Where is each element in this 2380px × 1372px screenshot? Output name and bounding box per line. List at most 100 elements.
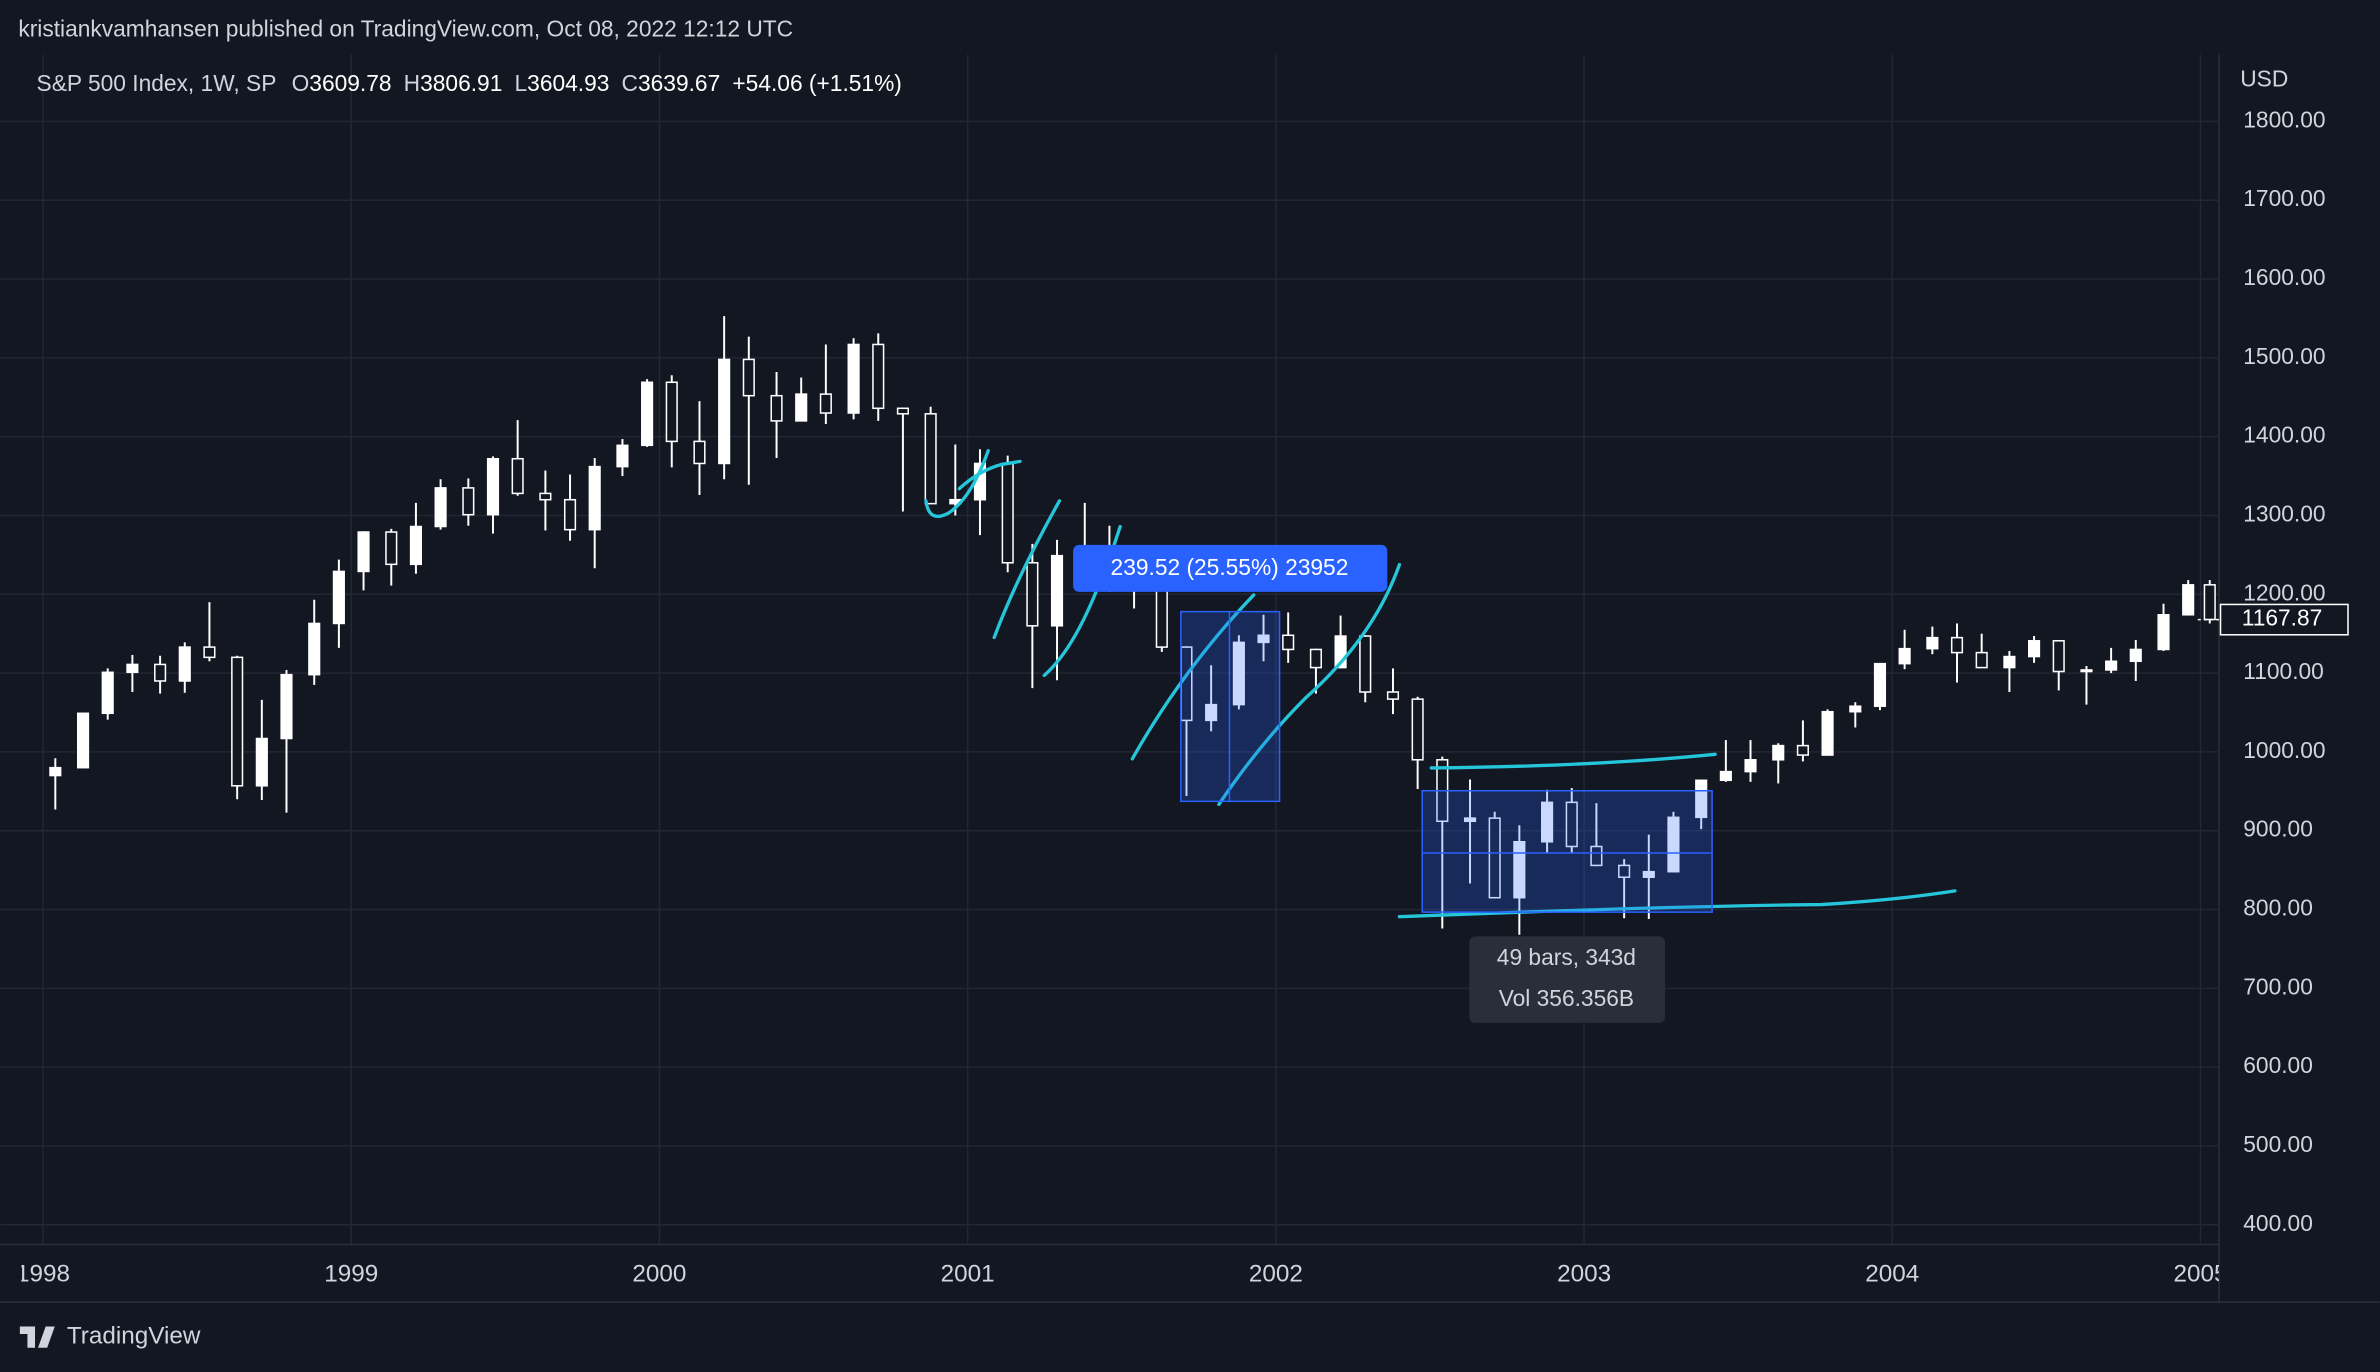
x-tick-label: 2005: [2174, 1260, 2228, 1287]
candle-body: [1565, 801, 1578, 848]
trend-stroke: [992, 499, 1062, 640]
channel-top: [1429, 752, 1717, 770]
candle-body: [1667, 816, 1680, 873]
measure-box-2: 49 bars, 343d Vol 356.356B: [1421, 789, 1713, 1023]
candle-body: [847, 343, 860, 414]
candle-body: [742, 358, 755, 397]
candle-body: [1155, 584, 1168, 648]
last-price-box: [2219, 603, 2349, 636]
candle-body: [255, 737, 268, 787]
y-tick-label: 1800.00: [2243, 106, 2325, 132]
candle-body: [872, 343, 885, 410]
candle-body: [434, 487, 447, 528]
footer-bar: [0, 1302, 2380, 1372]
y-tick-label: 700.00: [2243, 973, 2313, 999]
x-tick-label: 2000: [632, 1260, 686, 1287]
y-tick-label: 1000.00: [2243, 737, 2325, 763]
candle-body: [1205, 703, 1218, 722]
candle-body: [1590, 845, 1603, 867]
candle-body: [588, 465, 601, 531]
candle-body: [280, 673, 293, 740]
brand-logo: TradingView: [19, 1322, 201, 1349]
trend-stroke: [957, 459, 1022, 491]
candle-body: [2157, 614, 2170, 651]
candle-body: [616, 444, 629, 468]
x-tick-label: 2004: [1865, 1260, 1919, 1287]
range-volume: Vol 356.356B: [1499, 985, 1634, 1011]
change: +54.06 (+1.51%): [732, 70, 901, 96]
x-tick-label: 2002: [1249, 1260, 1303, 1287]
candle-body: [1257, 634, 1270, 644]
candle-body: [357, 531, 370, 573]
candle-body: [1050, 554, 1064, 627]
measure-box-1: 239.52 (25.55%) 23952: [1073, 544, 1388, 803]
trend-stroke: [1130, 593, 1256, 761]
candle-body: [1411, 698, 1424, 761]
y-tick-label: 800.00: [2243, 895, 2313, 921]
y-tick-label: 1500.00: [2243, 343, 2325, 369]
candle-body: [1642, 870, 1655, 878]
drawings: [924, 449, 1957, 919]
published-by: kristiankvamhansen published on TradingV…: [18, 15, 793, 41]
ohlc-label: O: [292, 70, 310, 96]
candle-body: [462, 487, 475, 516]
y-tick-label: 1200.00: [2243, 579, 2325, 605]
candle-body: [1488, 817, 1501, 899]
candle-body: [1898, 647, 1911, 665]
candle-body: [203, 646, 216, 659]
candle-body: [1463, 817, 1477, 823]
ohlc-label: C: [622, 70, 638, 96]
candle-body: [1282, 634, 1295, 651]
ohlc-value: 3604.93: [527, 70, 609, 96]
x-tick-label: 1998: [16, 1260, 70, 1287]
range-bars: 49 bars, 343d: [1497, 944, 1636, 970]
candle-body: [231, 656, 244, 787]
candle-body: [2003, 655, 2016, 669]
ohlc-value: 3639.67: [638, 70, 720, 96]
candle-body: [1849, 705, 1862, 713]
measure-label: 239.52 (25.55%) 23952: [1111, 554, 1349, 580]
candle-body: [1386, 691, 1400, 700]
ohlc-value: 3609.78: [309, 70, 391, 96]
range-area: [1421, 789, 1713, 913]
candle-body: [693, 440, 706, 465]
candle-body: [49, 766, 62, 777]
candle-body: [1309, 648, 1322, 669]
candle-body: [308, 622, 321, 676]
candle-body: [1821, 710, 1834, 756]
candle-body: [1796, 744, 1809, 756]
candle-body: [795, 393, 808, 422]
candle-body: [126, 663, 139, 674]
candle-body: [924, 413, 937, 505]
candle-body: [2129, 648, 2142, 663]
y-tick-label: 900.00: [2243, 816, 2313, 842]
candle-body: [1695, 779, 1708, 819]
brand-icon: [19, 1326, 55, 1348]
candle-body: [896, 407, 909, 415]
candle-body: [2080, 669, 2093, 673]
candle-body: [178, 646, 191, 682]
candle-body: [101, 671, 114, 715]
candle-body: [718, 358, 731, 465]
candle-body: [1359, 635, 1372, 693]
ohlc-value: 3806.91: [420, 70, 502, 96]
candle-body: [2105, 660, 2118, 671]
y-tick-label: 1600.00: [2243, 264, 2325, 290]
x-tick-label: 1999: [324, 1260, 378, 1287]
candle-body: [332, 570, 345, 625]
candle-body: [1618, 864, 1631, 878]
trend-stroke: [1217, 562, 1402, 807]
y-tick-label: 1100.00: [2243, 658, 2324, 684]
candle-body: [511, 457, 524, 495]
y-axis-label: USD: [2240, 65, 2288, 91]
candle-body: [1975, 651, 1988, 669]
y-tick-label: 500.00: [2243, 1131, 2313, 1157]
brand-name: TradingView: [67, 1322, 201, 1349]
candle-body: [2203, 584, 2216, 621]
candle-body: [385, 531, 398, 566]
candle-body: [154, 663, 167, 682]
candle-body: [1719, 770, 1732, 782]
candle-body: [539, 492, 552, 501]
candle-body: [819, 393, 832, 414]
